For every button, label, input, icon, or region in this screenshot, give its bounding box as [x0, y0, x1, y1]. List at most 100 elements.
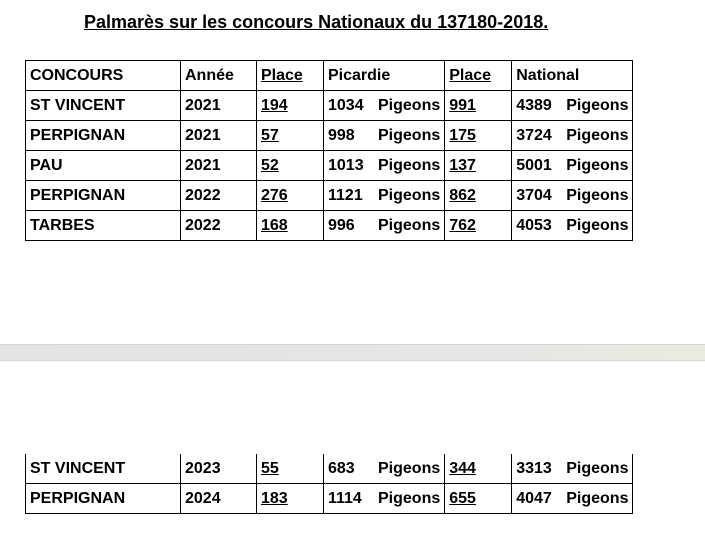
place-regional-link[interactable]: 194	[261, 96, 288, 114]
header-annee: Année	[180, 60, 257, 91]
cell-concours: PERPIGNAN	[25, 120, 181, 151]
cell-place-regional: 194	[256, 90, 324, 121]
picardie-unit: Pigeons	[378, 459, 441, 477]
picardie-count: 683	[328, 459, 355, 477]
table-row: TARBES 2022 168 996 Pigeons 762 4053 Pigeo…	[25, 210, 634, 241]
cell-annee: 2024	[180, 483, 257, 514]
national-count: 3724	[516, 126, 552, 144]
cell-annee: 2022	[180, 180, 257, 211]
national-count: 3313	[516, 459, 552, 477]
cell-national: 3704 Pigeons	[511, 180, 634, 211]
cell-annee: 2021	[180, 150, 257, 181]
cell-place-national: 991	[444, 90, 513, 121]
picardie-unit: Pigeons	[378, 126, 441, 144]
cell-national: 4053 Pigeons	[511, 210, 634, 241]
cell-place-regional: 276	[256, 180, 324, 211]
national-unit: Pigeons	[566, 156, 629, 174]
cell-picardie: 998 Pigeons	[322, 120, 446, 151]
header-place-national: Place	[444, 60, 513, 91]
place-national-link[interactable]: 655	[449, 489, 476, 507]
place-regional-link[interactable]: 276	[261, 186, 288, 204]
cell-place-national: 655	[444, 483, 513, 514]
place-regional-link[interactable]: 168	[261, 216, 288, 234]
cell-concours: ST VINCENT	[25, 454, 181, 484]
table-row: ST VINCENT 2021 194 1034 Pigeons 991 4389…	[25, 90, 634, 121]
picardie-unit: Pigeons	[378, 186, 441, 204]
table-header-row: CONCOURS Année Place Picardie Place Nati…	[25, 60, 634, 91]
picardie-unit: Pigeons	[378, 216, 441, 234]
cell-place-national: 175	[444, 120, 513, 151]
national-unit: Pigeons	[566, 96, 629, 114]
results-table: CONCOURS Année Place Picardie Place Nati…	[25, 60, 634, 241]
national-unit: Pigeons	[566, 186, 629, 204]
cell-concours: ST VINCENT	[25, 90, 181, 121]
place-national-link[interactable]: 762	[449, 216, 476, 234]
national-unit: Pigeons	[566, 126, 629, 144]
table-row: PERPIGNAN 2024 183 1114 Pigeons 655 4047 P…	[25, 483, 634, 514]
cell-national: 4389 Pigeons	[511, 90, 634, 121]
national-unit: Pigeons	[566, 489, 629, 507]
cell-annee: 2023	[180, 454, 257, 484]
header-concours: CONCOURS	[25, 60, 181, 91]
picardie-count: 1034	[328, 96, 364, 114]
cell-picardie: 1034 Pigeons	[322, 90, 446, 121]
national-count: 4389	[516, 96, 552, 114]
picardie-count: 1121	[328, 186, 363, 204]
table-row: PAU 2021 52 1013 Pigeons 137 5001 Pigeons	[25, 150, 634, 181]
cell-national: 3724 Pigeons	[511, 120, 634, 151]
cell-national: 5001 Pigeons	[511, 150, 634, 181]
cell-annee: 2021	[180, 90, 257, 121]
cell-place-regional: 168	[256, 210, 324, 241]
cell-place-national: 762	[444, 210, 513, 241]
cell-annee: 2022	[180, 210, 257, 241]
cell-concours: PAU	[25, 150, 181, 181]
cell-concours: TARBES	[25, 210, 181, 241]
cell-place-regional: 57	[256, 120, 324, 151]
national-count: 3704	[516, 186, 552, 204]
picardie-count: 1114	[328, 489, 362, 507]
national-count: 4053	[516, 216, 552, 234]
cell-place-national: 137	[444, 150, 513, 181]
picardie-count: 996	[328, 216, 355, 234]
place-national-link[interactable]: 862	[449, 186, 476, 204]
place-regional-link[interactable]: 183	[261, 489, 288, 507]
place-national-link[interactable]: 175	[449, 126, 476, 144]
place-national-link[interactable]: 991	[449, 96, 476, 114]
cell-picardie: 1013 Pigeons	[322, 150, 446, 181]
place-regional-link[interactable]: 52	[261, 156, 279, 174]
table-row: ST VINCENT 2023 55 683 Pigeons 344 3313 Pi…	[25, 454, 634, 484]
cell-place-regional: 52	[256, 150, 324, 181]
place-national-link[interactable]: 344	[449, 459, 476, 477]
page-break-separator	[0, 344, 705, 361]
cell-place-national: 344	[444, 454, 513, 484]
picardie-unit: Pigeons	[378, 489, 441, 507]
page-title: Palmarès sur les concours Nationaux du 1…	[84, 12, 549, 32]
cell-place-regional: 55	[256, 454, 324, 484]
cell-picardie: 1114 Pigeons	[322, 483, 446, 514]
national-count: 5001	[516, 156, 552, 174]
table-row: PERPIGNAN 2022 276 1121 Pigeons 862 3704 P…	[25, 180, 634, 211]
cell-picardie: 996 Pigeons	[322, 210, 446, 241]
picardie-count: 1013	[328, 156, 364, 174]
cell-national: 3313 Pigeons	[511, 454, 634, 484]
header-picardie: Picardie	[322, 60, 446, 91]
picardie-count: 998	[328, 126, 355, 144]
cell-national: 4047 Pigeons	[511, 483, 634, 514]
place-regional-link[interactable]: 55	[261, 459, 279, 477]
place-regional-link[interactable]: 57	[261, 126, 279, 144]
national-unit: Pigeons	[566, 459, 629, 477]
cell-picardie: 683 Pigeons	[322, 454, 446, 484]
place-national-link[interactable]: 137	[449, 156, 476, 174]
header-place-regional: Place	[256, 60, 324, 91]
cell-place-regional: 183	[256, 483, 324, 514]
national-unit: Pigeons	[566, 216, 629, 234]
cell-picardie: 1121 Pigeons	[322, 180, 446, 211]
national-count: 4047	[516, 489, 552, 507]
picardie-unit: Pigeons	[378, 156, 441, 174]
header-place-regional-label[interactable]: Place	[261, 66, 303, 84]
results-table-continued: ST VINCENT 2023 55 683 Pigeons 344 3313 Pi…	[25, 454, 634, 514]
cell-place-national: 862	[444, 180, 513, 211]
header-place-national-label[interactable]: Place	[449, 66, 492, 84]
table-row: PERPIGNAN 2021 57 998 Pigeons 175 3724 Pig…	[25, 120, 634, 151]
cell-concours: PERPIGNAN	[25, 180, 181, 211]
